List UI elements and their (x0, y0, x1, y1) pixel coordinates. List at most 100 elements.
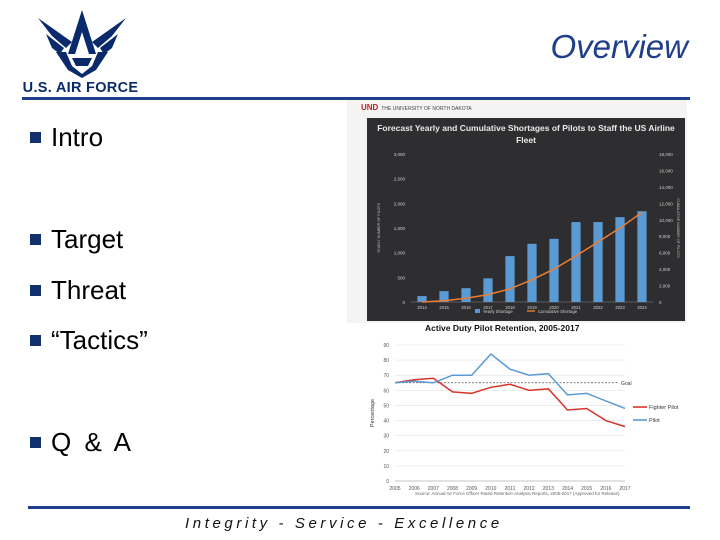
y-tick-label: 500 (397, 275, 405, 280)
x-tick-label: 2014 (417, 305, 427, 310)
x-tick-label: 2017 (619, 486, 630, 492)
y2-tick-label: 18,000 (659, 152, 673, 157)
bar-yearly-shortage (549, 238, 559, 302)
x-tick-label: 2008 (447, 486, 458, 492)
chart-panel: Forecast Yearly and Cumulative Shortages… (367, 118, 685, 321)
y2-tick-label: 12,000 (659, 201, 673, 206)
bullet-square-icon (30, 334, 41, 346)
retention-plot: 0 10 20 30 40 50 60 70 80 90 2005 2006 2007 2008 2009 2… (370, 343, 679, 492)
y-tick-label: 0 (402, 300, 405, 305)
footer-divider (28, 506, 690, 509)
x-tick-label: 2022 (593, 305, 603, 310)
y-axis-label: YEARLY NUMBER OF PILOTS (377, 202, 381, 253)
x-tick-label: 2017 (483, 305, 493, 310)
y2-tick-label: 8,000 (659, 234, 671, 239)
legend-label: Pilot (649, 418, 660, 424)
y-tick-label: 30 (383, 434, 389, 440)
y-tick-label: 40 (383, 419, 389, 425)
bar-yearly-shortage (593, 222, 603, 302)
und-logo: UND THE UNIVERSITY OF NORTH DAKOTA (361, 103, 472, 112)
slide-title: Overview (550, 28, 688, 65)
bullet-square-icon (30, 284, 41, 296)
y-tick-label: 60 (383, 388, 389, 394)
bullet-item: Q & A (30, 427, 134, 458)
bar-yearly-shortage (615, 217, 625, 302)
y-tick-label: 1,000 (394, 251, 406, 256)
bullet-item: Target (30, 224, 123, 255)
x-tick-label: 2020 (549, 305, 559, 310)
y-axis-label: Percentage (370, 399, 376, 427)
legend-swatch-yearly (475, 309, 480, 313)
chart-source: Source: Annual Air Force Officer Rated R… (415, 491, 620, 496)
y2-tick-label: 2,000 (659, 284, 671, 289)
bullet-label: “Tactics” (51, 325, 148, 355)
x-tick-label: 2016 (600, 486, 611, 492)
bullet-label: Threat (51, 275, 127, 305)
y-tick-label: 70 (383, 373, 389, 379)
bullet-item: Threat (30, 275, 126, 306)
header-divider (22, 97, 690, 100)
y-tick-label: 2,500 (394, 177, 406, 182)
logo-text: U.S. AIR FORCE (22, 80, 139, 96)
y-tick-label: 80 (383, 358, 389, 364)
y-tick-label: 10 (383, 464, 389, 470)
y2-tick-label: 16,000 (659, 168, 673, 173)
air-force-logo: U.S. AIR FORCE (18, 4, 143, 96)
goal-label: Goal (621, 381, 632, 387)
y-tick-label: 1,500 (394, 226, 406, 231)
x-tick-label: 2010 (485, 486, 496, 492)
y2-axis-label: CUMULATIVE NUMBER OF PILOTS (676, 198, 680, 258)
legend-label: Fighter Pilot (649, 405, 679, 411)
x-tick-label: 2013 (543, 486, 554, 492)
x-tick-label: 2018 (505, 305, 515, 310)
bar-yearly-shortage (417, 296, 427, 302)
bar-yearly-shortage (637, 211, 647, 302)
bar-yearly-shortage (505, 256, 515, 302)
bullet-square-icon (30, 436, 41, 448)
x-tick-label: 2011 (505, 486, 516, 492)
bar-yearly-shortage (571, 222, 581, 302)
legend-label: Cumulative Shortage (538, 309, 578, 314)
chart-title: Active Duty Pilot Retention, 2005-2017 (425, 323, 580, 333)
y2-tick-label: 10,000 (659, 218, 673, 223)
line-fighter-pilot (394, 377, 626, 428)
legend-label: Yearly Shortage (483, 309, 513, 314)
line-cumulative-shortage (421, 211, 643, 303)
bar-yearly-shortage (527, 243, 537, 302)
air-force-wings-icon (38, 10, 126, 78)
y-tick-label: 3,000 (394, 152, 406, 157)
bar-yearly-shortage (439, 291, 449, 302)
x-tick-label: 2007 (428, 486, 439, 492)
x-tick-label: 2006 (409, 486, 420, 492)
bar-yearly-shortage (483, 278, 493, 302)
x-tick-label: 2009 (466, 486, 477, 492)
bullet-label: Intro (51, 122, 104, 152)
shortage-plot: 0 500 1,000 1,500 2,000 2,500 3,000 0 2,000 4,000… (377, 152, 680, 314)
line-pilot (394, 353, 626, 410)
x-tick-label: 2024 (637, 305, 647, 310)
y2-tick-label: 14,000 (659, 185, 673, 190)
und-logo-subtext: THE UNIVERSITY OF NORTH DAKOTA (381, 106, 472, 112)
x-tick-label: 2021 (571, 305, 581, 310)
x-tick-label: 2015 (581, 486, 592, 492)
x-tick-label: 2023 (615, 305, 625, 310)
chart-title: Forecast Yearly and Cumulative Shortages… (377, 123, 675, 145)
y-tick-label: 50 (383, 403, 389, 409)
y-tick-label: 90 (383, 343, 389, 349)
y-tick-label: 20 (383, 449, 389, 455)
y2-tick-label: 4,000 (659, 267, 671, 272)
y2-tick-label: 6,000 (659, 251, 671, 256)
bar-yearly-shortage (461, 288, 471, 302)
pilot-shortage-chart: UND THE UNIVERSITY OF NORTH DAKOTA Foreca… (347, 100, 687, 323)
bullet-label: Q & A (51, 427, 134, 457)
x-tick-label: 2012 (524, 486, 535, 492)
x-tick-label: 2016 (461, 305, 471, 310)
und-logo-text: UND (361, 103, 379, 112)
x-tick-label: 2019 (527, 305, 537, 310)
retention-chart: Active Duty Pilot Retention, 2005-2017 0… (365, 323, 688, 500)
x-tick-label: 2014 (562, 486, 573, 492)
y-tick-label: 0 (386, 479, 389, 485)
y-tick-label: 2,000 (394, 201, 406, 206)
bullet-square-icon (30, 233, 41, 245)
x-tick-label: 2005 (389, 486, 400, 492)
